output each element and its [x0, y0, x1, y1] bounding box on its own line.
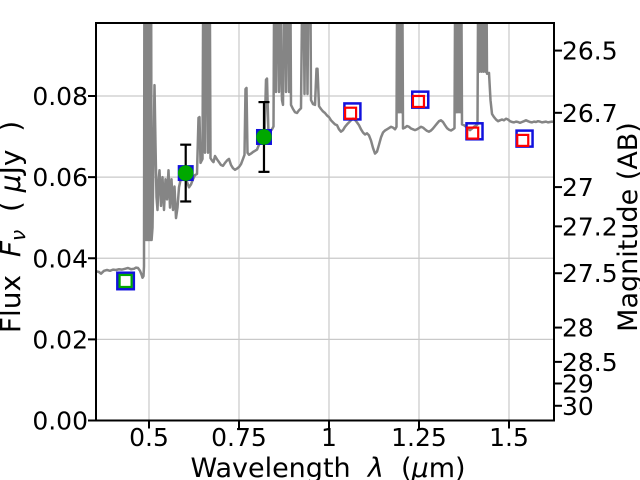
inner-square-marker [118, 273, 133, 289]
spectrum-line [96, 23, 554, 279]
inner-square-marker [411, 94, 426, 109]
y-tick-label-right: 27 [562, 173, 594, 202]
x-tick-label: 0.75 [211, 423, 267, 452]
y-tick-label-left: 0.02 [32, 325, 88, 354]
y-tick-label-left: 0.00 [32, 407, 88, 436]
inner-square-marker [343, 106, 358, 120]
inner-square-marker [466, 126, 480, 140]
y-tick-label-left: 0.04 [32, 244, 88, 273]
y-axis-label-left: Flux Fν​ ( μJy ) [0, 121, 30, 333]
y-tick-label-right: 27.5 [562, 259, 618, 288]
plot-frame [95, 22, 555, 422]
photometry-marker [255, 100, 272, 173]
x-tick-label: 1.25 [391, 423, 447, 452]
photometry-marker [343, 102, 362, 121]
x-tick-label: 1 [321, 423, 337, 452]
photometry-marker [177, 143, 194, 203]
outer-square-marker [515, 129, 534, 148]
y-tick-label-right: 26.5 [562, 37, 618, 66]
photometry-marker [465, 122, 484, 141]
y-tick-label-right: 27.2 [562, 212, 618, 241]
inner-square-marker [516, 133, 530, 147]
photometry-marker [116, 271, 136, 291]
x-axis-label: Wavelength λ (μm) [190, 453, 465, 480]
photometry-marker [411, 90, 430, 109]
outer-square-marker [343, 102, 362, 121]
circle-marker [256, 129, 272, 145]
y-tick-label-right: 29 [562, 370, 594, 399]
outer-square-marker [411, 90, 430, 109]
outer-square-marker [116, 271, 136, 291]
y-tick-label-right: 26.7 [562, 99, 618, 128]
y-axis-label-right: Magnitude (AB) [613, 122, 640, 332]
circle-marker [177, 165, 194, 181]
x-tick-label: 1.5 [489, 423, 529, 452]
y-tick-label-right: 28.5 [562, 348, 618, 377]
y-tick-label-left: 0.08 [32, 82, 88, 111]
photometry-marker [515, 129, 534, 148]
y-tick-label-left: 0.06 [32, 163, 88, 192]
y-tick-label-right: 30 [562, 392, 594, 421]
x-tick-label: 0.5 [129, 423, 169, 452]
y-tick-label-right: 28 [562, 314, 594, 343]
